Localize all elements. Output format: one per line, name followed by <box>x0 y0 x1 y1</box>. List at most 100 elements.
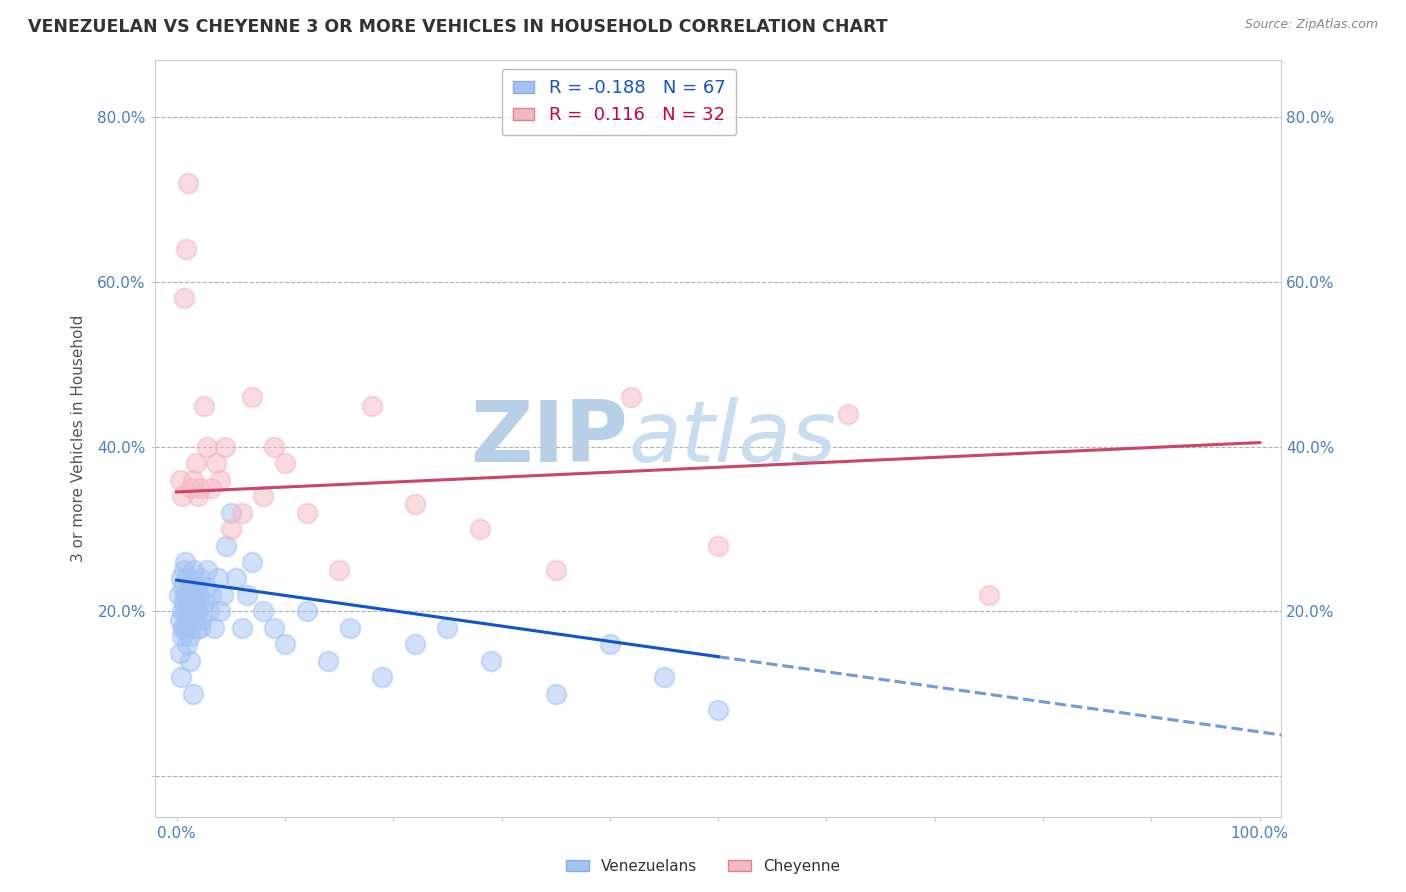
Point <box>263 440 285 454</box>
Text: VENEZUELAN VS CHEYENNE 3 OR MORE VEHICLES IN HOUSEHOLD CORRELATION CHART: VENEZUELAN VS CHEYENNE 3 OR MORE VEHICLE… <box>28 18 887 36</box>
Point <box>225 571 247 585</box>
Point <box>170 604 193 618</box>
Point <box>181 473 204 487</box>
Point <box>200 588 222 602</box>
Point <box>190 621 212 635</box>
Point <box>599 637 621 651</box>
Point <box>193 399 215 413</box>
Point <box>468 522 491 536</box>
Point <box>263 621 285 635</box>
Point <box>187 489 209 503</box>
Point <box>371 670 394 684</box>
Point <box>174 588 197 602</box>
Point <box>316 654 339 668</box>
Point <box>174 621 197 635</box>
Point <box>172 621 194 635</box>
Point <box>404 497 426 511</box>
Point <box>183 613 205 627</box>
Point <box>179 629 201 643</box>
Point <box>172 621 194 635</box>
Point <box>295 604 318 618</box>
Point <box>252 604 274 618</box>
Point <box>208 473 231 487</box>
Point <box>176 571 198 585</box>
Point <box>187 604 209 618</box>
Point <box>274 637 297 651</box>
Point <box>707 539 730 553</box>
Point <box>837 407 859 421</box>
Point <box>179 654 201 668</box>
Point <box>236 588 259 602</box>
Point <box>295 506 318 520</box>
Text: Source: ZipAtlas.com: Source: ZipAtlas.com <box>1244 18 1378 31</box>
Point <box>177 176 200 190</box>
Point <box>190 613 212 627</box>
Point <box>231 621 253 635</box>
Point <box>174 588 197 602</box>
Point <box>436 621 458 635</box>
Point <box>173 292 195 306</box>
Point <box>186 621 208 635</box>
Point <box>176 637 198 651</box>
Y-axis label: 3 or more Vehicles in Household: 3 or more Vehicles in Household <box>72 315 86 562</box>
Point <box>652 670 675 684</box>
Point <box>208 604 231 618</box>
Point <box>170 571 193 585</box>
Text: ZIP: ZIP <box>470 397 628 480</box>
Point <box>214 440 236 454</box>
Point <box>360 399 382 413</box>
Point <box>169 473 191 487</box>
Point <box>181 687 204 701</box>
Point <box>180 604 202 618</box>
Point <box>195 563 218 577</box>
Point <box>174 555 197 569</box>
Point <box>190 481 212 495</box>
Point <box>274 456 297 470</box>
Point <box>479 654 502 668</box>
Point <box>190 571 212 585</box>
Point <box>184 596 207 610</box>
Point <box>212 588 235 602</box>
Text: atlas: atlas <box>628 397 837 480</box>
Point <box>207 571 229 585</box>
Point <box>170 670 193 684</box>
Point <box>177 596 200 610</box>
Point <box>180 588 202 602</box>
Legend: R = -0.188   N = 67, R =  0.116   N = 32: R = -0.188 N = 67, R = 0.116 N = 32 <box>502 69 737 136</box>
Point <box>169 613 191 627</box>
Point <box>252 489 274 503</box>
Point <box>181 563 204 577</box>
Point <box>170 489 193 503</box>
Point <box>173 596 195 610</box>
Point <box>240 555 263 569</box>
Point <box>198 604 221 618</box>
Point <box>215 539 238 553</box>
Point <box>204 621 226 635</box>
Point <box>184 604 207 618</box>
Point <box>179 580 201 594</box>
Point <box>188 588 211 602</box>
Point <box>328 563 350 577</box>
Point <box>174 604 197 618</box>
Point <box>219 522 242 536</box>
Point <box>173 563 195 577</box>
Point <box>194 580 217 594</box>
Point <box>176 613 198 627</box>
Point <box>204 456 226 470</box>
Point <box>620 390 643 404</box>
Point <box>184 580 207 594</box>
Point <box>184 456 207 470</box>
Point <box>174 242 197 256</box>
Point <box>172 580 194 594</box>
Point <box>544 687 567 701</box>
Legend: Venezuelans, Cheyenne: Venezuelans, Cheyenne <box>560 853 846 880</box>
Point <box>195 440 218 454</box>
Point <box>977 588 1000 602</box>
Point <box>339 621 361 635</box>
Point <box>231 506 253 520</box>
Point <box>404 637 426 651</box>
Point <box>167 588 190 602</box>
Point <box>170 629 193 643</box>
Point <box>544 563 567 577</box>
Point <box>240 390 263 404</box>
